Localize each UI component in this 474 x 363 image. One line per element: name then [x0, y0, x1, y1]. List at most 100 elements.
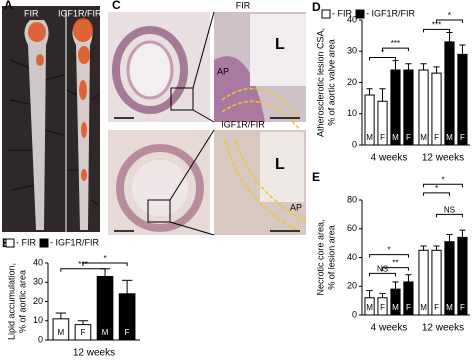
- bar: [418, 249, 429, 316]
- significance-label: ***: [391, 39, 400, 48]
- image-label: AP: [217, 66, 229, 76]
- legend-label: - IGF1R/FIR: [366, 8, 415, 18]
- y-tick-label: 20: [347, 281, 357, 291]
- bar: [390, 69, 401, 146]
- significance-label: *: [448, 11, 451, 20]
- bar: [377, 297, 388, 316]
- significance-bracket: [423, 28, 450, 33]
- group-label: 12 weeks: [422, 153, 464, 164]
- bar-label: F: [406, 303, 411, 312]
- group-label: 4 weeks: [371, 153, 408, 164]
- bar: [431, 72, 442, 146]
- y-axis-title: Necrotic core area,: [315, 219, 325, 295]
- bar-label: M: [446, 133, 453, 142]
- significance-label: **: [392, 259, 398, 268]
- group-label: 12 weeks: [73, 348, 115, 359]
- y-tick-label: 10: [347, 108, 357, 118]
- y-tick-label: 40: [347, 252, 357, 262]
- bar: [444, 41, 455, 146]
- y-axis-title: % of aortic valve area: [326, 39, 336, 126]
- bar: [444, 241, 455, 316]
- bar-label: M: [366, 133, 373, 142]
- y-tick-label: 20: [347, 77, 357, 87]
- bar-label: F: [81, 328, 86, 337]
- bar-label: M: [446, 303, 453, 312]
- bar-label: F: [380, 133, 385, 142]
- significance-bracket: [382, 267, 409, 271]
- bar-label: M: [392, 133, 399, 142]
- bar-label: F: [460, 133, 465, 142]
- y-tick-label: 30: [347, 46, 357, 56]
- significance-bracket: [82, 262, 128, 266]
- significance-bracket: [369, 57, 396, 61]
- legend-swatch: [355, 9, 365, 19]
- significance-label: *: [441, 175, 444, 184]
- image-title: IGF1R/FIR: [58, 8, 102, 18]
- y-axis-title: % of aortic area: [17, 270, 27, 333]
- bar-label: M: [420, 133, 427, 142]
- bar-label: M: [366, 303, 373, 312]
- y-tick-label: 20: [33, 296, 43, 306]
- y-tick-label: 0: [38, 334, 43, 344]
- significance-bracket: [369, 272, 396, 277]
- y-tick-label: 10: [33, 315, 43, 325]
- legend-label: - FIR: [16, 237, 36, 247]
- y-tick-label: 0: [352, 139, 357, 149]
- bar-label: M: [420, 303, 427, 312]
- bar: [364, 94, 375, 146]
- bar-label: F: [125, 328, 130, 337]
- significance-bracket: [436, 213, 463, 218]
- bar-label: F: [434, 133, 439, 142]
- significance-bracket: [60, 268, 106, 272]
- y-tick-label: 40: [347, 14, 357, 24]
- image-title: IGF1R/FIR: [221, 119, 265, 129]
- bar-label: F: [434, 303, 439, 312]
- bar: [457, 53, 468, 146]
- bar: [390, 288, 401, 316]
- y-tick-label: 60: [347, 223, 357, 233]
- group-label: 12 weeks: [422, 323, 464, 334]
- image-title: FIR: [236, 0, 251, 10]
- panel-label: C: [112, 0, 121, 12]
- histology: [108, 11, 307, 236]
- significance-bracket: [369, 254, 409, 258]
- significance-bracket: [423, 192, 450, 196]
- y-tick-label: 30: [33, 277, 43, 287]
- aorta-photo: [2, 6, 100, 232]
- significance-bracket: [382, 47, 409, 52]
- bar: [403, 69, 414, 146]
- image-label: L: [275, 156, 285, 173]
- legend-label: - FIR: [332, 8, 352, 18]
- y-axis-title: % of lesion area: [326, 225, 336, 290]
- legend-swatch: [5, 238, 15, 248]
- bar: [118, 293, 136, 341]
- significance-label: ***: [432, 20, 441, 29]
- significance-label: NS: [444, 205, 455, 214]
- bar-label: F: [460, 303, 465, 312]
- panel-label: A: [4, 0, 13, 12]
- y-tick-label: 80: [347, 194, 357, 204]
- bar: [431, 249, 442, 316]
- significance-bracket: [423, 183, 463, 188]
- bar: [377, 100, 388, 146]
- bar: [74, 324, 92, 341]
- image-label: AP: [290, 202, 302, 212]
- y-axis-title: Atherosclerotic lesion CSA,: [315, 28, 325, 137]
- bar: [403, 281, 414, 316]
- bar-label: F: [406, 133, 411, 142]
- bar-label: M: [392, 303, 399, 312]
- significance-label: *: [387, 246, 390, 255]
- y-axis-title: Lipid accumulation,: [6, 263, 16, 340]
- image-title: FIR: [24, 8, 39, 18]
- bar: [52, 318, 70, 341]
- bar-label: M: [102, 328, 109, 337]
- image-label: L: [275, 36, 285, 53]
- bar-label: M: [58, 328, 65, 337]
- panel-label: E: [312, 170, 320, 184]
- significance-label: *: [381, 49, 384, 58]
- significance-label: *: [435, 184, 438, 193]
- legend-swatch: [321, 9, 331, 19]
- group-label: 4 weeks: [371, 323, 408, 334]
- bar: [96, 275, 114, 341]
